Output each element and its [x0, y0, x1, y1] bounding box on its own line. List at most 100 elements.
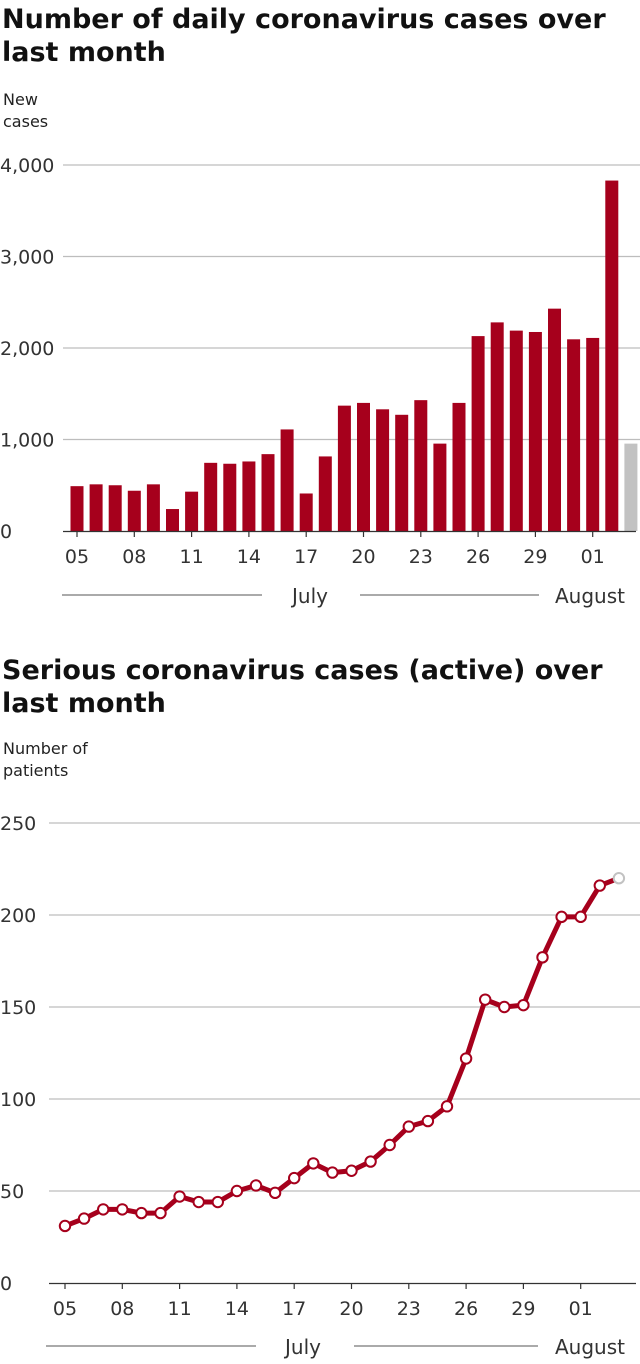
data-point [288, 1171, 301, 1185]
chart-1-title: Number of daily coronavirus cases over l… [2, 4, 606, 68]
x-tick-label: 26 [466, 546, 490, 568]
bar [146, 484, 160, 531]
data-point [383, 1138, 396, 1152]
y-tick-label: 3,000 [0, 247, 54, 269]
bar [318, 456, 332, 531]
x-tick-label: 08 [110, 1298, 134, 1320]
bar [586, 337, 600, 531]
data-point-partial [612, 872, 626, 885]
y-tick-label: 4,000 [0, 155, 54, 177]
data-point [402, 1120, 415, 1133]
bar [490, 322, 504, 531]
month-label-july: July [290, 584, 328, 608]
month-label-july: July [283, 1335, 321, 1359]
bar [433, 443, 447, 531]
data-point [249, 1179, 263, 1192]
data-point [440, 1100, 454, 1113]
y-tick-label: 50 [0, 1181, 24, 1203]
data-point [192, 1195, 205, 1209]
bar [567, 339, 581, 531]
x-tick-label: 23 [397, 1298, 421, 1320]
data-point [326, 1166, 339, 1179]
x-tick-label: 29 [523, 546, 547, 568]
data-point [364, 1155, 377, 1168]
bar [509, 330, 523, 531]
x-tick-label: 23 [409, 546, 433, 568]
y-tick-label: 200 [0, 905, 36, 927]
x-tick-label: 14 [225, 1298, 249, 1320]
data-point [479, 993, 492, 1006]
data-point [574, 910, 587, 924]
bar-partial [624, 443, 638, 531]
bar [89, 484, 103, 531]
month-label-august: August [555, 1335, 625, 1359]
data-point [536, 951, 549, 964]
bar [70, 486, 84, 531]
y-tick-label: 0 [0, 521, 12, 543]
x-tick-label: 11 [168, 1298, 192, 1320]
bar [528, 331, 542, 531]
data-point [211, 1195, 225, 1209]
y-tick-label: 100 [0, 1089, 36, 1111]
x-tick-label: 11 [180, 546, 204, 568]
x-tick-label: 17 [282, 1298, 306, 1320]
y-tick-label: 0 [0, 1273, 12, 1295]
bar [452, 402, 466, 531]
data-point [97, 1203, 110, 1216]
x-tick-label: 17 [294, 546, 318, 568]
bar [299, 493, 313, 531]
x-tick-label: 29 [511, 1298, 535, 1320]
x-tick-label: 08 [122, 546, 146, 568]
data-point [593, 879, 606, 892]
x-tick-label: 20 [339, 1298, 363, 1320]
y-tick-label: 150 [0, 997, 36, 1019]
data-point [230, 1184, 244, 1198]
bar [471, 336, 485, 531]
bar [548, 308, 561, 531]
bar [127, 490, 141, 531]
data-point [268, 1186, 282, 1200]
bar [357, 402, 370, 531]
data-point [307, 1157, 320, 1170]
bar [223, 463, 237, 531]
x-tick-label: 26 [454, 1298, 478, 1320]
bar [204, 462, 218, 531]
x-tick-label: 05 [53, 1298, 77, 1320]
bar [376, 409, 390, 531]
data-point [555, 910, 568, 924]
data-point [58, 1219, 72, 1233]
data-point [154, 1206, 167, 1220]
data-point [135, 1206, 148, 1220]
chart-1-y-axis-label: New cases [3, 90, 49, 131]
y-tick-label: 1,000 [0, 430, 54, 452]
y-tick-label: 2,000 [0, 338, 54, 360]
x-tick-label: 01 [581, 546, 605, 568]
y-tick-label: 250 [0, 813, 36, 835]
chart-2-y-axis-label: Number of patients [3, 739, 88, 780]
bar [280, 429, 294, 531]
data-point [517, 998, 530, 1012]
data-point [173, 1190, 186, 1203]
bar [166, 509, 179, 531]
data-point [498, 1000, 511, 1014]
bar [414, 400, 428, 531]
bar [337, 405, 351, 531]
x-tick-label: 01 [569, 1298, 593, 1320]
x-tick-label: 20 [351, 546, 375, 568]
data-point [345, 1164, 358, 1177]
bar [185, 491, 199, 531]
bar [261, 454, 275, 531]
bar [395, 414, 409, 531]
chart-2-title: Serious coronavirus cases (active) over … [2, 655, 603, 719]
data-point [116, 1203, 129, 1216]
bar [108, 485, 122, 531]
month-label-august: August [555, 584, 625, 608]
x-tick-label: 05 [65, 546, 89, 568]
daily-cases-bar-chart: 0 1,000 2,000 3,000 4,000 05 08 11 14 17 20 23 26 29 0… [0, 155, 640, 608]
series-line [62, 875, 622, 1229]
data-point [421, 1114, 435, 1128]
bar [605, 180, 619, 531]
bar [242, 461, 256, 531]
x-tick-label: 14 [237, 546, 261, 568]
